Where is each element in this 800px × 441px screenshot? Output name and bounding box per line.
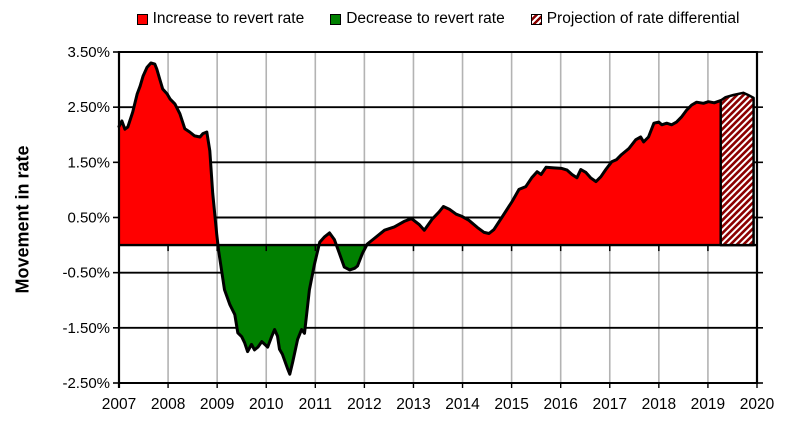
x-tick-label: 2018 xyxy=(642,396,676,413)
y-tick-label: 0.50% xyxy=(67,210,110,227)
projection-swatch-icon xyxy=(530,13,542,25)
legend-item-decrease: Decrease to revert rate xyxy=(330,10,505,28)
x-tick-label: 2020 xyxy=(740,396,775,413)
y-tick-label: -1.50% xyxy=(62,320,110,337)
decrease-area xyxy=(217,245,367,375)
x-tick-label: 2011 xyxy=(299,396,332,413)
x-tick-label: 2009 xyxy=(200,396,234,413)
x-tick-label: 2016 xyxy=(543,396,577,413)
legend-label-increase: Increase to revert rate xyxy=(152,10,305,27)
x-tick-label: 2017 xyxy=(593,396,627,413)
decrease-swatch-icon xyxy=(330,13,342,25)
series-outline xyxy=(117,61,723,376)
y-tick-label: 3.50% xyxy=(67,44,110,61)
y-tick-label: -2.50% xyxy=(62,375,110,392)
x-tick-label: 2014 xyxy=(445,396,480,413)
legend-label-projection: Projection of rate differential xyxy=(546,10,740,27)
x-tick-label: 2008 xyxy=(151,396,185,413)
x-tick-label: 2012 xyxy=(347,396,381,413)
y-tick-label: 2.50% xyxy=(67,99,110,116)
increase-area xyxy=(119,63,721,246)
chart-legend: Increase to revert rate Decrease to reve… xyxy=(119,10,757,28)
legend-label-decrease: Decrease to revert rate xyxy=(346,10,505,27)
x-tick-label: 2010 xyxy=(249,396,284,413)
y-tick-label: 1.50% xyxy=(67,154,110,171)
legend-item-projection: Projection of rate differential xyxy=(530,10,740,28)
x-tick-label: 2015 xyxy=(494,396,528,413)
y-axis-title: Movement in rate xyxy=(12,145,33,294)
legend-item-increase: Increase to revert rate xyxy=(136,10,305,28)
x-tick-label: 2007 xyxy=(102,396,136,413)
x-tick-label: 2013 xyxy=(396,396,430,413)
projection-area xyxy=(719,91,755,247)
increase-swatch-icon xyxy=(136,13,148,25)
x-tick-label: 2019 xyxy=(691,396,725,413)
y-tick-label: -0.50% xyxy=(62,265,110,282)
